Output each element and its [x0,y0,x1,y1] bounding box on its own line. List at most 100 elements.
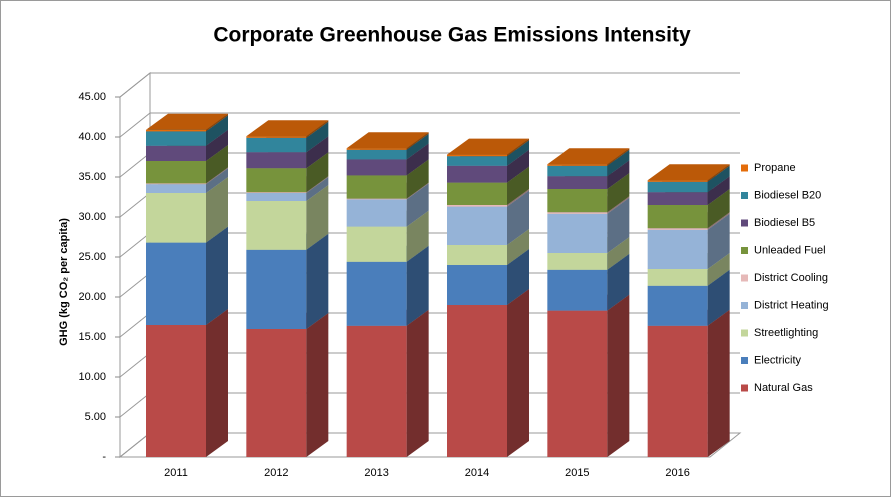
bar-segment [246,193,307,201]
bar-side [607,197,630,253]
legend-label: Biodiesel B20 [754,189,821,201]
legend-swatch [741,357,748,364]
bar-segment [346,175,407,199]
y-tick-label: 15.00 [78,331,106,343]
legend-swatch [741,247,748,254]
bar-segment [146,183,206,185]
y-tick-label: 10.00 [78,371,106,383]
bar-side [406,133,429,160]
y-tick-label: 5.00 [85,411,106,423]
bar-segment [547,176,608,189]
bar-segment [346,149,407,160]
bar-segment [346,261,407,326]
bar-segment [346,199,407,227]
legend-label: District Heating [754,299,829,311]
bar-side [707,213,730,269]
bar-side [406,183,429,227]
bar-side [607,160,630,189]
bar-segment [146,193,206,243]
bar-side [507,138,529,157]
bar-side [607,148,630,166]
bar-side [406,132,429,150]
y-tick-label: 35.00 [78,171,106,183]
bar-side [707,165,730,193]
legend-swatch [741,219,748,227]
legend-label: Propane [754,162,796,174]
bar-segment [346,226,407,262]
legend-label: Biodiesel B5 [754,217,815,229]
legend-swatch [741,384,748,392]
bar-side [507,166,529,205]
bar-segment [146,145,206,161]
bar-segment [647,269,708,286]
bar-side [507,249,529,305]
legend-swatch [741,302,748,309]
bar-segment [447,205,507,207]
bar-side [607,173,630,213]
bar-segment [146,325,206,457]
bar-side [206,177,228,243]
legend-label: Electricity [754,354,802,366]
bar-segment [547,212,608,214]
bar-side [607,149,630,177]
bar-segment [246,201,307,250]
bar-side [507,229,529,265]
bar-side [507,149,529,183]
bar-segment [647,192,708,205]
bar-side [306,121,329,153]
bar-segment [547,253,608,270]
bar-side [406,210,429,262]
bar-segment [146,184,206,193]
grid-line [119,112,740,138]
bar-segment [146,242,206,325]
bar-side [707,309,730,457]
bar-side [306,152,329,193]
legend-label: Natural Gas [754,382,813,394]
bar-segment [547,164,608,166]
y-tick-label: 40.00 [78,131,106,143]
bar-segment [447,245,507,265]
bar-segment [447,165,507,183]
bar-side [306,233,329,329]
bar-segment [647,180,708,182]
bar-side [306,120,329,138]
bar-side [507,190,529,245]
bar-side [306,313,329,457]
bar-side [206,145,228,184]
bar-side [406,245,429,326]
bar-segment [547,310,608,457]
bar-side [707,253,730,286]
bar-side [206,226,228,325]
bar-segment [447,305,507,457]
bar-segment [447,154,507,157]
bar-side [707,164,730,182]
bar-side [306,176,329,193]
bar-segment [246,152,307,169]
bar-segment [547,165,608,177]
bar-side [206,309,228,457]
grid-line [119,72,740,98]
bar-side [507,140,529,166]
bar-segment [246,136,307,138]
bar-segment [146,161,206,184]
legend-label: Unleaded Fuel [754,244,826,256]
bar-side [607,196,630,214]
x-tick-label: 2011 [164,467,188,479]
bar-segment [246,168,307,193]
x-tick-label: 2015 [565,467,589,479]
bar-segment [647,229,708,269]
bar-side [206,115,228,146]
bar-segment [547,189,608,213]
bar-side [406,159,429,199]
bar-segment [547,213,608,253]
bar-segment [647,181,708,193]
bar-side [507,289,529,457]
bar-segment [246,192,307,193]
bar-segment [146,129,206,132]
bar-segment [447,206,507,245]
bar-side [406,143,429,176]
bar-side [306,177,329,201]
bar-side [507,189,529,207]
legend-swatch [741,192,748,199]
